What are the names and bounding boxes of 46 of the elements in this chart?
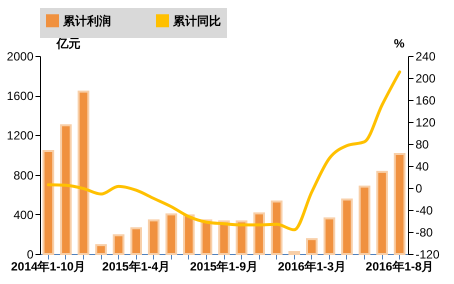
legend-label: 累计同比 [172,14,221,28]
y-tick-label: 1600 [6,89,34,104]
bar [236,220,248,255]
bar [270,200,283,255]
bar [200,219,212,255]
y-tick-label: 2000 [6,50,34,64]
y-tick-label: 0 [26,248,34,262]
bar [148,219,160,255]
y2-tick-label: -40 [416,204,434,218]
bar [358,186,370,255]
y-axis-title: 亿元 [56,36,80,50]
bar [376,170,388,255]
bar [78,90,90,255]
bar [306,238,318,255]
x-tick-label: 2016年1-3月 [278,260,346,274]
y2-axis-title: % [394,36,405,50]
bar [183,214,195,255]
bar [394,153,406,255]
bar [60,124,72,255]
y2-tick-label: 0 [416,182,422,196]
bar [341,198,353,255]
x-tick-label: 2016年1-8月 [366,260,434,274]
bar [165,213,178,255]
bar [130,227,142,255]
bar [112,234,124,255]
legend-label: 累计利润 [62,14,111,28]
y-tick-label: 400 [13,208,34,222]
bar [218,220,230,255]
line-series [46,70,402,232]
y2-tick-label: 80 [416,138,430,152]
bar [42,150,54,255]
y2-tick-label: -120 [416,248,440,262]
x-tick-label: 2015年1-9月 [190,260,258,274]
y-tick-label: 1200 [6,128,34,143]
y-tick-label: 800 [13,168,34,182]
x-tick-label: 2014年1-10月 [10,260,86,274]
y2-tick-label: -80 [416,226,434,240]
y2-tick-label: 200 [416,72,436,86]
bar [253,212,265,255]
y2-tick-label: 40 [416,160,430,174]
x-tick-label: 2015年1-4月 [102,260,170,274]
y2-tick-label: 120 [416,116,436,130]
y2-tick-label: 240 [416,50,436,64]
bar [95,244,107,255]
bar [324,217,336,255]
y2-tick-label: 160 [416,94,436,108]
